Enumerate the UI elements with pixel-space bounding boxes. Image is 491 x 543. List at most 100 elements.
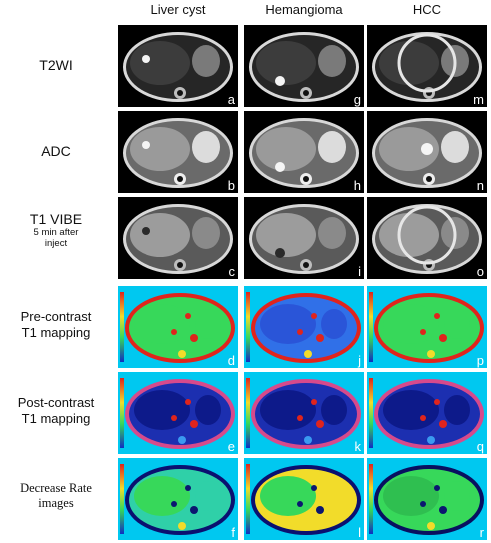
image-panel: m bbox=[367, 25, 487, 107]
panel-letter: a bbox=[227, 92, 235, 107]
mri-slice bbox=[118, 111, 238, 193]
panel-letter: h bbox=[353, 178, 361, 193]
vessel-spot bbox=[171, 501, 177, 507]
panel-letter: i bbox=[358, 264, 361, 279]
spine bbox=[304, 436, 312, 444]
vessel-spot bbox=[434, 399, 440, 405]
spinal-canal bbox=[177, 262, 183, 268]
colorbar bbox=[246, 378, 250, 448]
row-label-line: T1 mapping bbox=[21, 324, 91, 340]
image-panel: l bbox=[244, 458, 364, 540]
spleen bbox=[192, 45, 220, 77]
spleen bbox=[318, 131, 346, 163]
spinal-canal bbox=[303, 90, 309, 96]
image-panel: n bbox=[367, 111, 487, 193]
liver bbox=[130, 213, 190, 257]
image-panel: q bbox=[367, 372, 487, 454]
vessel-spot bbox=[190, 334, 198, 342]
mri-slice bbox=[244, 111, 364, 193]
lesion bbox=[397, 205, 457, 265]
liver bbox=[379, 41, 439, 85]
liver bbox=[260, 390, 316, 430]
vessel-spot bbox=[297, 415, 303, 421]
row-label: T1 VIBE 5 min after inject bbox=[0, 211, 112, 250]
row-label-line: T1 mapping bbox=[21, 410, 91, 426]
spine bbox=[304, 522, 312, 530]
liver bbox=[134, 476, 190, 516]
column-header: HCC bbox=[412, 2, 442, 17]
vessel-spot bbox=[316, 506, 324, 514]
liver bbox=[379, 213, 439, 257]
mri-slice bbox=[118, 286, 238, 368]
panel-letter: b bbox=[227, 178, 235, 193]
mri-slice bbox=[367, 286, 487, 368]
mri-slice bbox=[367, 372, 487, 454]
image-panel: h bbox=[244, 111, 364, 193]
panel-letter: g bbox=[353, 92, 361, 107]
row-label: Pre-contrast T1 mapping bbox=[0, 309, 112, 340]
lesion bbox=[275, 162, 285, 172]
panel-letter: j bbox=[358, 353, 361, 368]
colorbar bbox=[246, 464, 250, 534]
lesion bbox=[421, 143, 433, 155]
vessel-spot bbox=[439, 334, 447, 342]
column-header: Hemangioma bbox=[265, 2, 343, 17]
vessel-spot bbox=[434, 485, 440, 491]
image-panel: b bbox=[118, 111, 238, 193]
vessel-spot bbox=[185, 313, 191, 319]
spinal-canal bbox=[303, 176, 309, 182]
row-label-subline: 5 min after bbox=[33, 226, 79, 238]
spine bbox=[178, 436, 186, 444]
liver bbox=[260, 476, 316, 516]
panel-letter: m bbox=[473, 92, 484, 107]
spinal-canal bbox=[177, 90, 183, 96]
spleen bbox=[318, 45, 346, 77]
row-label: Post-contrast T1 mapping bbox=[0, 395, 112, 426]
mri-slice bbox=[367, 111, 487, 193]
liver bbox=[260, 304, 316, 344]
row-label-subline: inject bbox=[44, 237, 68, 249]
row-label-line: Pre-contrast bbox=[20, 309, 92, 324]
image-panel: e bbox=[118, 372, 238, 454]
liver bbox=[383, 390, 439, 430]
vessel-spot bbox=[420, 329, 426, 335]
spleen bbox=[321, 395, 347, 425]
mri-slice bbox=[367, 458, 487, 540]
panel-letter: p bbox=[476, 353, 484, 368]
colorbar bbox=[120, 378, 124, 448]
lesion bbox=[142, 227, 150, 235]
vessel-spot bbox=[434, 313, 440, 319]
liver bbox=[134, 304, 190, 344]
vessel-spot bbox=[316, 420, 324, 428]
mri-slice bbox=[367, 25, 487, 107]
vessel-spot bbox=[420, 501, 426, 507]
panel-letter: k bbox=[354, 439, 362, 454]
vessel-spot bbox=[311, 485, 317, 491]
spleen bbox=[192, 217, 220, 249]
mri-slice bbox=[244, 286, 364, 368]
mri-slice bbox=[367, 197, 487, 279]
image-panel: j bbox=[244, 286, 364, 368]
lesion bbox=[397, 33, 457, 93]
image-panel: g bbox=[244, 25, 364, 107]
image-panel: f bbox=[118, 458, 238, 540]
row-label: T2WI bbox=[0, 57, 112, 74]
liver bbox=[134, 390, 190, 430]
panel-letter: c bbox=[228, 264, 236, 279]
panel-letter: o bbox=[476, 264, 484, 279]
spleen bbox=[318, 217, 346, 249]
liver bbox=[383, 304, 439, 344]
mri-slice bbox=[244, 197, 364, 279]
image-panel: p bbox=[367, 286, 487, 368]
vessel-spot bbox=[420, 415, 426, 421]
spleen bbox=[192, 131, 220, 163]
colorbar bbox=[246, 292, 250, 362]
colorbar bbox=[120, 292, 124, 362]
liver bbox=[379, 127, 439, 171]
spleen bbox=[195, 395, 221, 425]
image-panel: o bbox=[367, 197, 487, 279]
image-panel: d bbox=[118, 286, 238, 368]
vessel-spot bbox=[439, 506, 447, 514]
liver bbox=[130, 127, 190, 171]
